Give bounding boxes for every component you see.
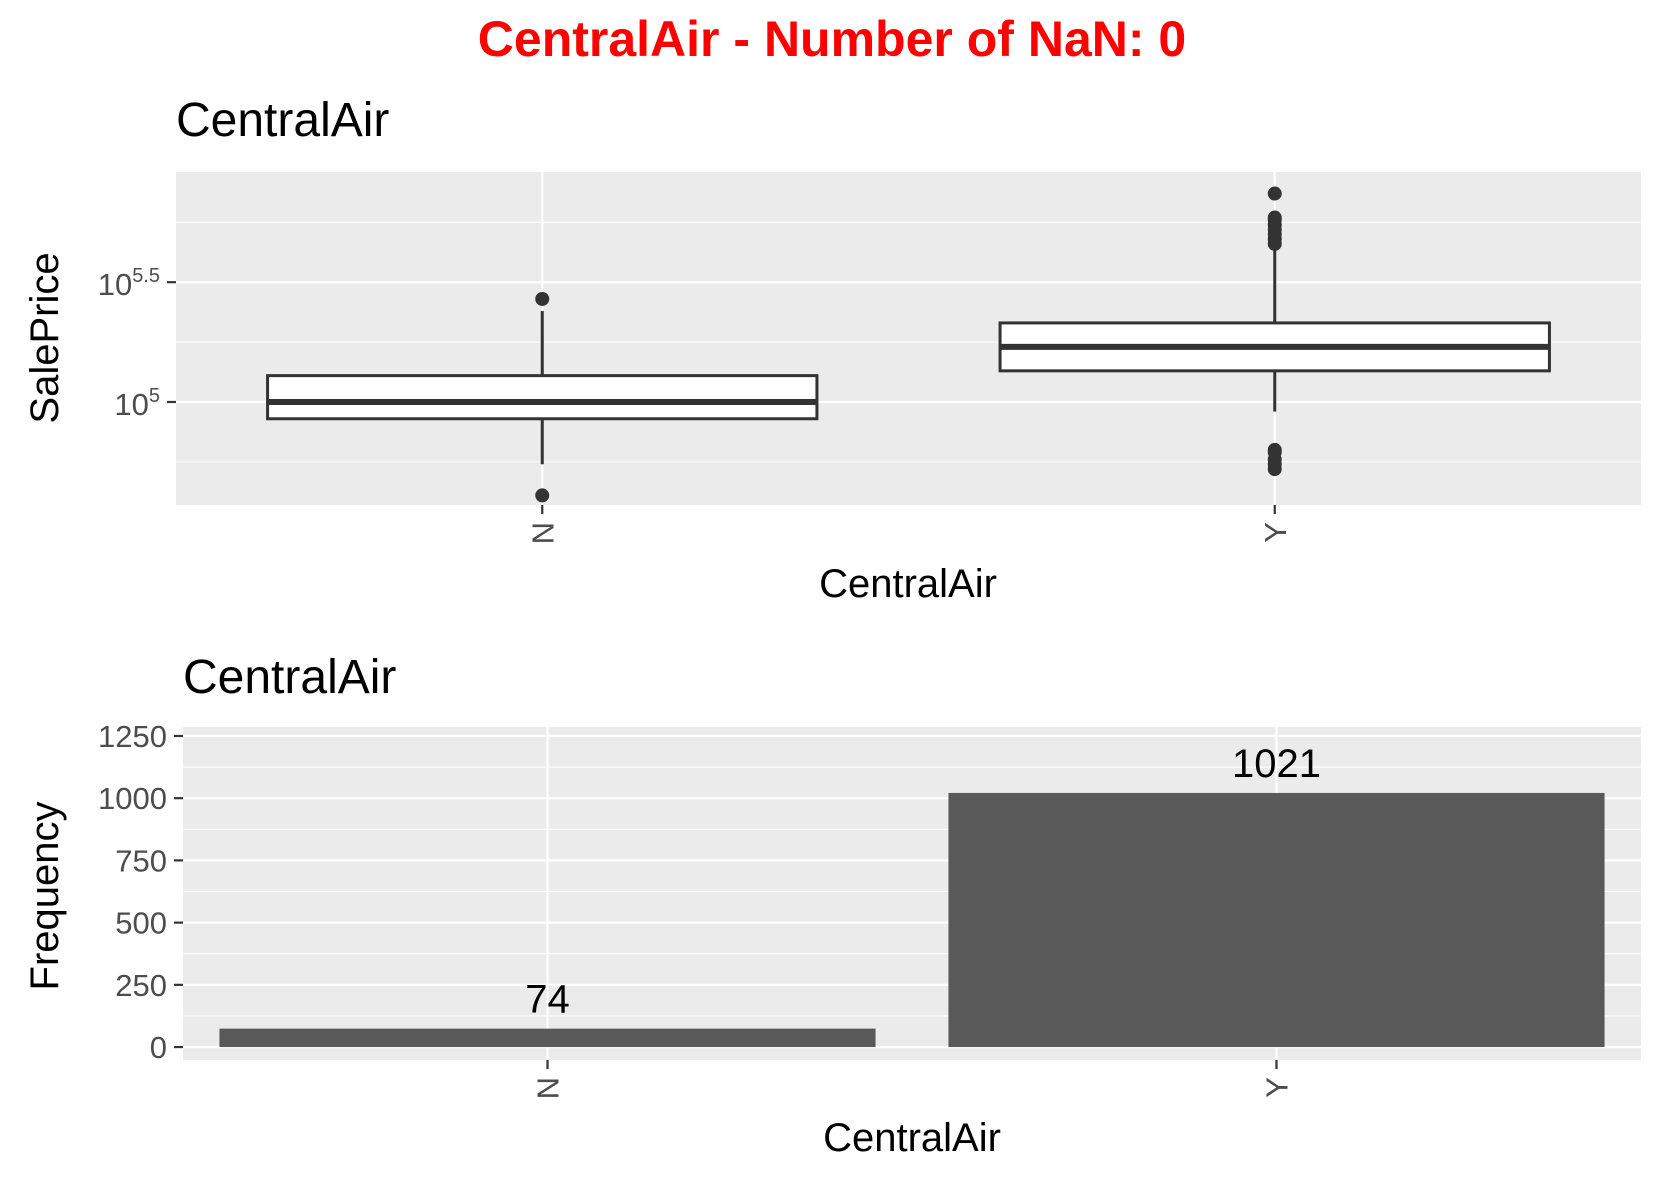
y-tick-label: 105.5 — [98, 265, 160, 302]
y-tick-label: 250 — [115, 968, 167, 1003]
barchart-y-axis-title: Frequency — [23, 802, 67, 991]
boxplot-y-axis-title: SalePrice — [23, 252, 67, 423]
outlier-point — [1267, 442, 1282, 457]
outlier-point — [1267, 210, 1282, 225]
bar-data-label: 1021 — [1232, 742, 1321, 786]
barchart-y-axis: 0 250 500 750 1000 1250 — [98, 719, 183, 1065]
y-tick-label: 105 — [114, 385, 160, 422]
bar-data-label: 74 — [525, 978, 570, 1022]
boxplot-marks — [266, 186, 1551, 503]
y-tick-label: 500 — [115, 906, 167, 941]
barchart-title: CentralAir — [183, 651, 396, 704]
boxplot-x-axis-title: CentralAir — [819, 562, 997, 606]
main-title: CentralAir - Number of NaN: 0 — [478, 11, 1186, 67]
outlier-point — [1267, 186, 1282, 201]
x-tick-label: Y — [1258, 522, 1293, 543]
x-tick-label: N — [531, 1077, 566, 1099]
y-tick-label: 750 — [115, 843, 167, 878]
outlier-point — [535, 291, 550, 306]
barchart-x-axis-title: CentralAir — [823, 1116, 1001, 1160]
y-tick-label: 0 — [150, 1030, 167, 1065]
box-iqr — [266, 374, 819, 421]
boxplot-title: CentralAir — [176, 94, 389, 147]
boxplot-y-axis: 105 105.5 — [98, 265, 176, 422]
bar-Y — [948, 792, 1605, 1048]
barchart-marks: 74 1021 — [219, 742, 1605, 1048]
outlier-point — [535, 488, 550, 503]
y-tick-label: 1250 — [98, 719, 167, 754]
bar-N — [219, 1028, 876, 1048]
y-tick-label: 1000 — [98, 781, 167, 816]
x-tick-label: N — [525, 522, 560, 544]
x-tick-label: Y — [1260, 1077, 1295, 1098]
